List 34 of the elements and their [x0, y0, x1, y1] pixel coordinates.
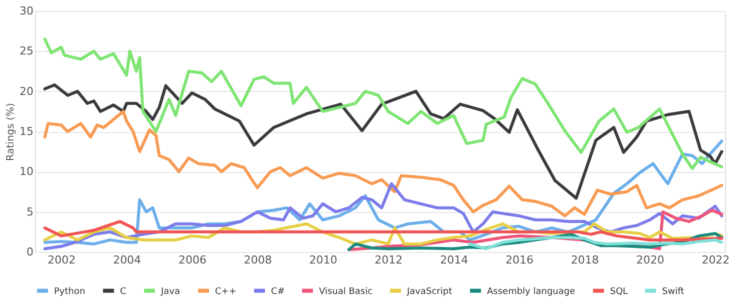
line-series	[43, 220, 724, 242]
y-tick-label: 0	[26, 246, 34, 258]
x-tick-label: 2022	[702, 254, 730, 266]
x-tick-label: 2008	[244, 254, 272, 266]
x-tick-label: 2004	[113, 254, 142, 266]
legend-label: JavaScript	[406, 286, 453, 297]
y-axis-title: Ratings (%)	[6, 102, 17, 161]
line-series	[43, 110, 724, 218]
legend-label: Python	[54, 286, 86, 297]
legend-label: Java	[160, 286, 180, 297]
x-tick-label: 2006	[178, 254, 206, 266]
legend-label: C++	[215, 286, 236, 297]
legend-label: Assembly language	[487, 286, 576, 297]
legend-label: C#	[271, 286, 285, 297]
legend-label: Visual Basic	[319, 286, 373, 297]
legend-label: SQL	[610, 286, 628, 297]
y-tick-label: 20	[20, 84, 34, 98]
line-series	[43, 38, 724, 170]
x-tick-label: 2012	[374, 254, 403, 266]
y-tick-label: 30	[20, 4, 34, 18]
line-series	[468, 236, 724, 250]
y-tick-label: 5	[26, 205, 34, 218]
x-tick-label: 2002	[48, 254, 76, 266]
y-tick-label: 10	[20, 165, 34, 178]
x-tick-label: 2010	[309, 254, 338, 266]
x-tick-label: 2018	[570, 254, 599, 266]
y-tick-label: 25	[20, 44, 34, 58]
legend-label: Swift	[662, 286, 685, 297]
x-tick-label: 2016	[505, 254, 534, 266]
y-tick-label: 15	[20, 125, 34, 138]
x-tick-label: 2020	[636, 254, 664, 266]
line-series	[43, 83, 724, 200]
legend-label: C	[120, 286, 126, 297]
x-tick-label: 2014	[440, 254, 468, 266]
